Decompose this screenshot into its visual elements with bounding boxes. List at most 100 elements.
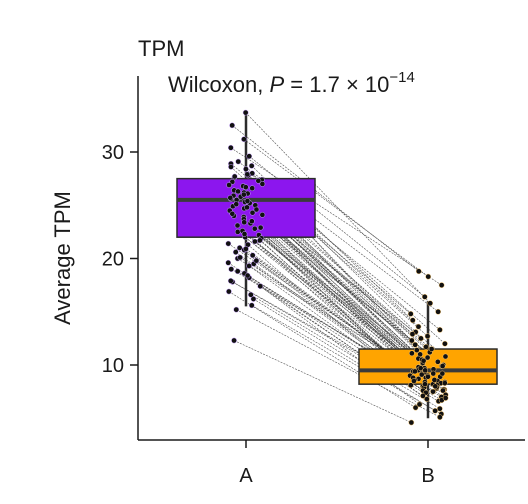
- pair-line: [233, 215, 411, 376]
- point-A: [227, 144, 234, 151]
- pair-line: [262, 214, 422, 375]
- point-A: [229, 210, 236, 217]
- point-A: [237, 254, 244, 261]
- x-tick-label: A: [239, 465, 253, 487]
- pair-line: [245, 248, 436, 387]
- pair-line: [243, 194, 424, 361]
- point-B: [424, 354, 431, 361]
- point-A: [234, 229, 241, 235]
- point-A: [242, 109, 249, 116]
- point-A: [227, 278, 234, 284]
- data-points: [225, 109, 449, 426]
- point-A: [255, 177, 262, 184]
- point-B: [412, 404, 419, 411]
- point-A: [233, 306, 240, 313]
- boxes: [176, 114, 498, 419]
- point-B: [425, 273, 432, 280]
- pair-line: [247, 174, 441, 331]
- point-B: [430, 388, 436, 395]
- pair-line: [237, 258, 445, 390]
- point-B: [442, 353, 449, 360]
- stat-exponent: −14: [389, 69, 414, 86]
- point-A: [241, 219, 248, 226]
- point-A: [241, 136, 247, 143]
- point-B: [442, 395, 449, 401]
- point-B: [437, 414, 443, 421]
- point-A: [231, 173, 238, 180]
- panel-title: TPM: [138, 36, 184, 61]
- point-B: [415, 323, 422, 330]
- point-A: [244, 171, 251, 178]
- wilcoxon-annotation: Wilcoxon, P = 1.7 × 10−14: [168, 69, 415, 97]
- point-A: [234, 268, 241, 275]
- point-A: [249, 209, 256, 216]
- point-A: [246, 153, 253, 160]
- pair-line: [252, 212, 434, 374]
- point-A: [257, 224, 264, 231]
- pair-line: [236, 199, 443, 367]
- point-B: [438, 282, 445, 288]
- point-B: [420, 357, 427, 364]
- point-B: [424, 333, 431, 340]
- pair-line: [232, 213, 443, 374]
- point-A: [240, 191, 247, 198]
- point-A: [243, 166, 249, 172]
- pair-line: [230, 147, 442, 286]
- pair-line: [261, 179, 446, 344]
- point-A: [250, 296, 257, 302]
- point-A: [235, 188, 241, 195]
- x-tick-label: B: [421, 465, 434, 487]
- point-B: [411, 378, 417, 384]
- point-B: [437, 327, 443, 333]
- point-A: [235, 158, 242, 165]
- point-B: [431, 377, 438, 383]
- point-A: [229, 122, 236, 129]
- point-A: [225, 240, 232, 247]
- pair-line: [251, 305, 442, 415]
- stat-p-symbol: P: [269, 72, 284, 97]
- pair-line: [248, 265, 427, 393]
- point-B: [423, 344, 429, 350]
- point-A: [242, 184, 249, 190]
- point-A: [232, 249, 239, 255]
- point-B: [417, 365, 424, 372]
- y-tick-label: 10: [102, 355, 124, 377]
- point-A: [248, 291, 254, 298]
- point-A: [251, 225, 258, 232]
- point-A: [226, 182, 232, 188]
- point-A: [236, 245, 243, 251]
- point-A: [259, 211, 266, 218]
- pair-line: [250, 294, 441, 409]
- pair-line: [230, 166, 413, 335]
- point-B: [441, 380, 448, 386]
- point-A: [259, 181, 266, 187]
- pair-line: [245, 112, 431, 304]
- y-tick-label: 30: [102, 142, 124, 164]
- point-B: [416, 401, 423, 408]
- point-B: [421, 293, 428, 300]
- point-A: [253, 257, 260, 264]
- point-A: [257, 283, 264, 290]
- point-B: [434, 358, 441, 365]
- point-A: [248, 218, 255, 225]
- point-A: [243, 246, 249, 252]
- point-B: [437, 405, 443, 412]
- point-B: [422, 381, 428, 388]
- point-B: [418, 371, 425, 378]
- pair-line: [228, 291, 416, 408]
- pair-line: [258, 180, 416, 345]
- point-B: [407, 311, 414, 317]
- point-A: [248, 162, 255, 169]
- pair-line: [253, 298, 436, 412]
- stat-value: = 1.7 × 10: [284, 72, 389, 97]
- pair-line: [258, 234, 446, 383]
- point-B: [415, 268, 422, 275]
- point-A: [252, 238, 258, 245]
- pair-line: [228, 243, 438, 386]
- point-B: [427, 300, 434, 307]
- pair-line: [231, 125, 419, 272]
- y-tick-label: 20: [102, 249, 124, 271]
- point-A: [228, 164, 234, 170]
